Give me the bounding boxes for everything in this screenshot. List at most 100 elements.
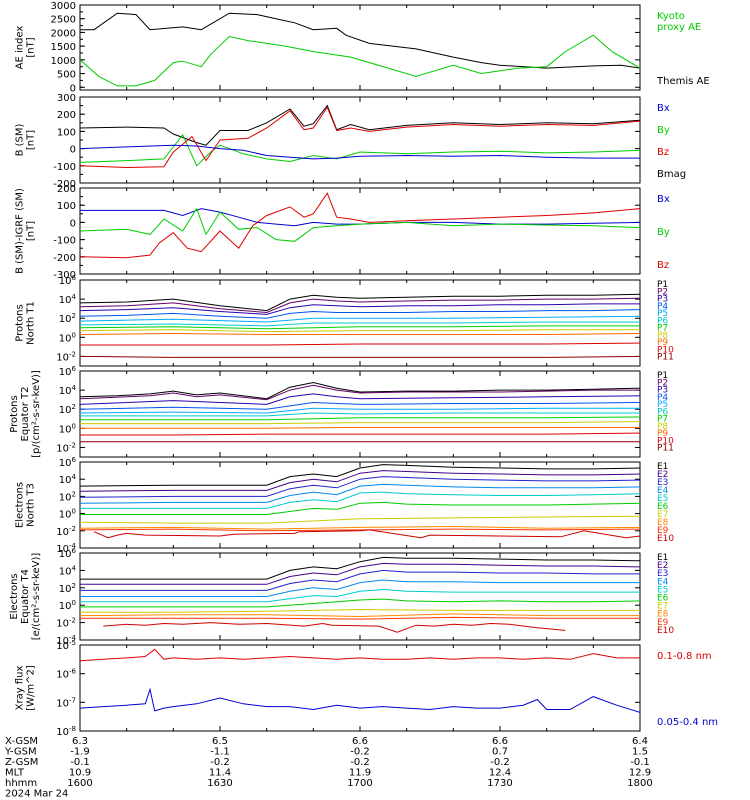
series-themis-ae <box>80 12 640 69</box>
legend-entry: E4 <box>657 486 669 496</box>
y-tick-label: 0 <box>70 83 76 94</box>
y-tick-label: 10-2 <box>56 525 76 538</box>
legend-entry: P4 <box>657 302 668 312</box>
y-tick-label: 100 <box>59 508 76 521</box>
y-tick-label: 104 <box>59 473 77 486</box>
legend-entry: Bz <box>657 147 669 158</box>
panel-5: 106 104 102 100 10-2 ProtonsEquator T2[p/(cm²… <box>9 365 674 458</box>
legend-entry: E3 <box>657 569 668 579</box>
series-e7 <box>80 608 640 613</box>
series-p8 <box>80 421 640 425</box>
panel-1: 3000 2500 2000 1500 1000 500 0 AE index[nT] Kyot… <box>15 1 710 94</box>
series-e8 <box>80 525 640 530</box>
legend-entry: E7 <box>657 510 668 520</box>
y-tick-label: 104 <box>59 293 77 306</box>
series-0-05-0-4-nm <box>80 687 640 713</box>
y-tick-label: 200 <box>57 110 76 121</box>
footer-value: 6.6 <box>492 736 508 747</box>
legend-entry: E3 <box>657 478 668 488</box>
footer-value: 11.9 <box>349 768 371 779</box>
series-e2 <box>80 470 640 492</box>
series-bz <box>80 192 640 259</box>
footer-value: 6.6 <box>352 736 368 747</box>
legend-entry: E5 <box>657 585 668 595</box>
y-tick-label: 100 <box>59 599 76 612</box>
legend-entry: P10 <box>657 436 674 446</box>
legend-entry: P3 <box>657 295 668 305</box>
legend-entry: E10 <box>657 626 674 636</box>
legend-entry: P8 <box>657 422 668 432</box>
y-axis-label: B (SM)-IGRF (SM)[nT] <box>15 188 37 274</box>
legend-entry: P4 <box>657 393 668 403</box>
legend-entry: E7 <box>657 602 668 612</box>
footer-row-label: MLT <box>5 768 25 779</box>
y-tick-label: 100 <box>59 331 76 344</box>
legend-entry: P7 <box>657 324 668 334</box>
panel-7: 106 104 102 100 10-2 10-4 ElectronsEquator T4[… <box>9 547 674 647</box>
legend-entry: E8 <box>657 610 669 620</box>
series-0-1-0-8-nm <box>80 648 640 662</box>
legend-entry: Themis AE <box>656 76 710 87</box>
panel-frame <box>79 187 641 275</box>
series-by <box>80 207 640 242</box>
panel-3: 200 100 0 -100 -200 -300 B (SM)-IGRF (SM)[nT] B… <box>15 184 670 281</box>
series-p4 <box>80 309 640 319</box>
series-bmag <box>80 104 640 146</box>
legend-entry: E1 <box>657 462 668 472</box>
legend-entry: E9 <box>657 526 669 536</box>
footer-date: 2024 Mar 24 <box>5 789 68 800</box>
y-tick-label: 106 <box>59 456 77 469</box>
legend-entry: P6 <box>657 316 668 326</box>
legend-entry: By <box>657 125 670 136</box>
legend-entry: P9 <box>657 429 668 439</box>
y-tick-label: 106 <box>59 274 77 287</box>
footer-value: -0.2 <box>210 757 230 768</box>
y-tick-label: 10-5 <box>56 639 76 652</box>
y-tick-label: -100 <box>53 236 76 247</box>
y-tick-label: 100 <box>59 422 76 435</box>
footer-row-label: Y-GSM <box>4 747 37 758</box>
series-p6 <box>80 412 640 417</box>
legend-entry: Bx <box>657 103 670 114</box>
series-bx <box>80 144 640 160</box>
legend-entry: E8 <box>657 518 669 528</box>
legend-entry: P3 <box>657 386 668 396</box>
legend-entry: Bz <box>657 260 669 271</box>
footer-value: -0.1 <box>630 757 650 768</box>
legend-entry: E5 <box>657 494 668 504</box>
y-axis-label: AE index[nT] <box>15 26 37 70</box>
legend-entry: E4 <box>657 577 669 587</box>
legend-entry: P8 <box>657 331 668 341</box>
series-e1 <box>80 464 640 487</box>
footer-value: -1.1 <box>210 747 230 758</box>
y-tick-label: 10-7 <box>56 696 76 709</box>
y-axis-label: ElectronsNorth T3 <box>15 482 37 528</box>
series-e8 <box>80 613 640 618</box>
legend-entry: 0.1-0.8 nm <box>657 651 712 662</box>
series-p8 <box>80 329 640 333</box>
footer-value: 1630 <box>207 778 232 789</box>
series-p3 <box>80 303 640 315</box>
y-axis-label: Xray flux[W/m^2] <box>15 665 37 711</box>
series-bz <box>80 106 640 169</box>
legend-entry: E6 <box>657 502 669 512</box>
footer-value: 1730 <box>487 778 512 789</box>
legend-entry: E2 <box>657 561 668 571</box>
series-p9 <box>80 426 640 429</box>
series-p3 <box>80 393 640 405</box>
series-p6 <box>80 321 640 327</box>
legend-entry: P7 <box>657 415 668 425</box>
footer-value: 1600 <box>67 778 92 789</box>
series-bx <box>80 208 640 227</box>
y-tick-label: 10-4 <box>56 542 76 555</box>
series-p2 <box>80 384 640 401</box>
y-tick-label: 10-2 <box>56 617 76 630</box>
legend-entry: Bmag <box>657 169 686 180</box>
y-tick-label: 100 <box>57 201 76 212</box>
series-e6 <box>80 598 640 608</box>
series-e2 <box>80 562 640 585</box>
series-p5 <box>80 315 640 323</box>
footer-value: -0.2 <box>350 747 370 758</box>
